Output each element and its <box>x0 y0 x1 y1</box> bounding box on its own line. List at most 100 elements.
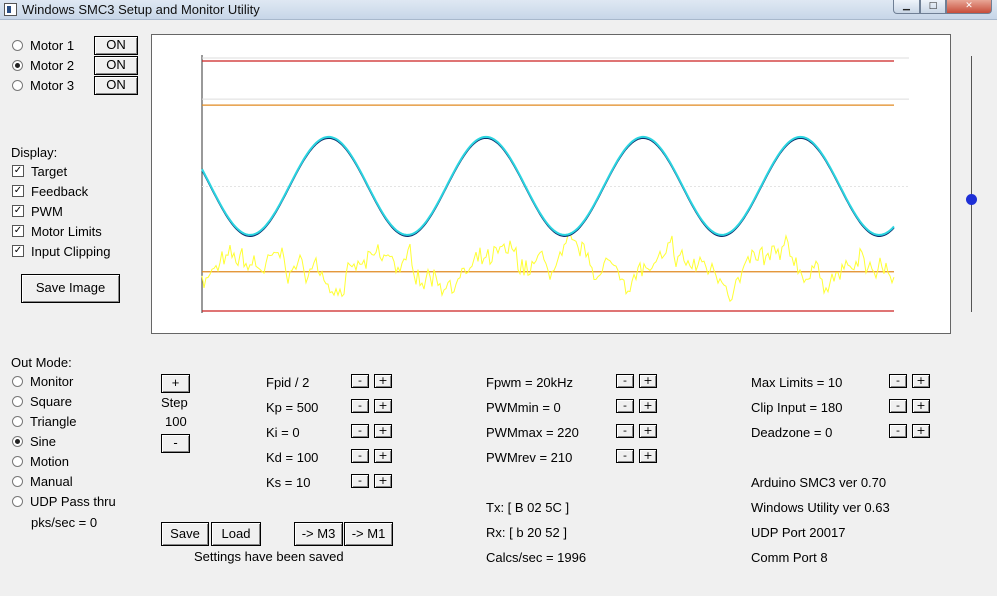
kd-minus-button[interactable]: - <box>351 449 369 463</box>
arduino-version: Arduino SMC3 ver 0.70 <box>751 475 887 490</box>
mode-monitor-label: Monitor <box>30 374 74 389</box>
fpwm-label: Fpwm = 20kHz <box>486 375 574 390</box>
maximize-button[interactable]: □ <box>920 0 946 14</box>
mode-manual-label: Manual <box>30 474 73 489</box>
pwmrev-minus-button[interactable]: - <box>616 449 634 463</box>
fpid-plus-button[interactable]: + <box>374 374 392 388</box>
pwm-series-line <box>201 232 895 303</box>
motor-3-on-button[interactable]: ON <box>94 76 138 95</box>
ks-minus-button[interactable]: - <box>351 474 369 488</box>
mode-square-radio[interactable] <box>12 396 23 407</box>
motor-2-radio[interactable] <box>12 60 23 71</box>
deadzone-plus-button[interactable]: + <box>912 424 930 438</box>
motor-1-on-button[interactable]: ON <box>94 36 138 55</box>
step-label: Step <box>161 395 188 410</box>
pwm-checkbox[interactable]: ✓ <box>12 205 24 217</box>
calcs-per-sec: Calcs/sec = 1996 <box>486 550 587 565</box>
target-checkbox[interactable]: ✓ <box>12 165 24 177</box>
copy-to-m3-button[interactable]: -> M3 <box>294 522 343 546</box>
target-label: Target <box>31 164 68 179</box>
save-button[interactable]: Save <box>161 522 209 546</box>
pwmmax-label: PWMmax = 220 <box>486 425 579 440</box>
mode-square-label: Square <box>30 394 72 409</box>
mode-sine-radio[interactable] <box>12 436 23 447</box>
input-clipping-label: Input Clipping <box>31 244 111 259</box>
input-clipping-checkbox[interactable]: ✓ <box>12 245 24 257</box>
fpid-label: Fpid / 2 <box>266 375 310 390</box>
close-button[interactable]: ✕ <box>946 0 992 14</box>
mode-motion-label: Motion <box>30 454 70 469</box>
minimize-button[interactable]: ▁ <box>893 0 920 14</box>
fpwm-minus-button[interactable]: - <box>616 374 634 388</box>
comm-port: Comm Port 8 <box>751 550 828 565</box>
pwmrev-label: PWMrev = 210 <box>486 450 573 465</box>
motor-1-label: Motor 1 <box>30 38 75 53</box>
mode-sine-label: Sine <box>30 434 57 449</box>
deadzone-minus-button[interactable]: - <box>889 424 907 438</box>
mode-motion-radio[interactable] <box>12 456 23 467</box>
ki-minus-button[interactable]: - <box>351 424 369 438</box>
pwm-label: PWM <box>31 204 63 219</box>
motor-3-label: Motor 3 <box>30 78 75 93</box>
feedback-label: Feedback <box>31 184 89 199</box>
motor-2-on-button[interactable]: ON <box>94 56 138 75</box>
clip-input-minus-button[interactable]: - <box>889 399 907 413</box>
tx-readout: Tx: [ B 02 5C ] <box>486 500 570 515</box>
utility-version: Windows Utility ver 0.63 <box>751 500 890 515</box>
pwmmin-label: PWMmin = 0 <box>486 400 561 415</box>
mode-monitor-radio[interactable] <box>12 376 23 387</box>
mode-manual-radio[interactable] <box>12 476 23 487</box>
kd-label: Kd = 100 <box>266 450 319 465</box>
max-limits-minus-button[interactable]: - <box>889 374 907 388</box>
kp-plus-button[interactable]: + <box>374 399 392 413</box>
max-limits-label: Max Limits = 10 <box>751 375 843 390</box>
display-heading: Display: <box>11 145 58 160</box>
max-limits-plus-button[interactable]: + <box>912 374 930 388</box>
motor-limits-checkbox[interactable]: ✓ <box>12 225 24 237</box>
target-series-line <box>201 135 895 236</box>
ki-plus-button[interactable]: + <box>374 424 392 438</box>
fpwm-plus-button[interactable]: + <box>639 374 657 388</box>
vertical-slider-track[interactable] <box>971 56 972 312</box>
step-value: 100 <box>165 414 187 429</box>
deadzone-label: Deadzone = 0 <box>751 425 833 440</box>
pks-per-sec: pks/sec = 0 <box>31 515 98 530</box>
ki-label: Ki = 0 <box>266 425 300 440</box>
title-bar: Windows SMC3 Setup and Monitor Utility ▁… <box>0 0 997 20</box>
ks-plus-button[interactable]: + <box>374 474 392 488</box>
mode-udp-radio[interactable] <box>12 496 23 507</box>
copy-to-m1-button[interactable]: -> M1 <box>344 522 393 546</box>
clip-input-plus-button[interactable]: + <box>912 399 930 413</box>
pwmmin-minus-button[interactable]: - <box>616 399 634 413</box>
feedback-checkbox[interactable]: ✓ <box>12 185 24 197</box>
fpid-minus-button[interactable]: - <box>351 374 369 388</box>
chart-svg <box>201 55 909 313</box>
step-plus-button[interactable]: + <box>161 374 190 393</box>
status-message: Settings have been saved <box>194 549 344 564</box>
motor-2-label: Motor 2 <box>30 58 75 73</box>
save-image-button[interactable]: Save Image <box>21 274 120 303</box>
window-title: Windows SMC3 Setup and Monitor Utility <box>22 2 260 17</box>
vertical-slider-thumb[interactable] <box>966 194 977 206</box>
pwmmax-minus-button[interactable]: - <box>616 424 634 438</box>
pwmmax-plus-button[interactable]: + <box>639 424 657 438</box>
pwmrev-plus-button[interactable]: + <box>639 449 657 463</box>
mode-udp-label: UDP Pass thru <box>30 494 116 509</box>
motor-limits-label: Motor Limits <box>31 224 102 239</box>
mode-triangle-radio[interactable] <box>12 416 23 427</box>
step-minus-button[interactable]: - <box>161 434 190 453</box>
load-button[interactable]: Load <box>211 522 261 546</box>
motor-3-radio[interactable] <box>12 80 23 91</box>
rx-readout: Rx: [ b 20 52 ] <box>486 525 567 540</box>
pwmmin-plus-button[interactable]: + <box>639 399 657 413</box>
udp-port: UDP Port 20017 <box>751 525 846 540</box>
kp-minus-button[interactable]: - <box>351 399 369 413</box>
kd-plus-button[interactable]: + <box>374 449 392 463</box>
app-icon <box>4 3 17 16</box>
motor-1-radio[interactable] <box>12 40 23 51</box>
kp-label: Kp = 500 <box>266 400 319 415</box>
ks-label: Ks = 10 <box>266 475 311 490</box>
out-mode-heading: Out Mode: <box>11 355 72 370</box>
mode-triangle-label: Triangle <box>30 414 77 429</box>
monitor-chart <box>151 34 951 334</box>
